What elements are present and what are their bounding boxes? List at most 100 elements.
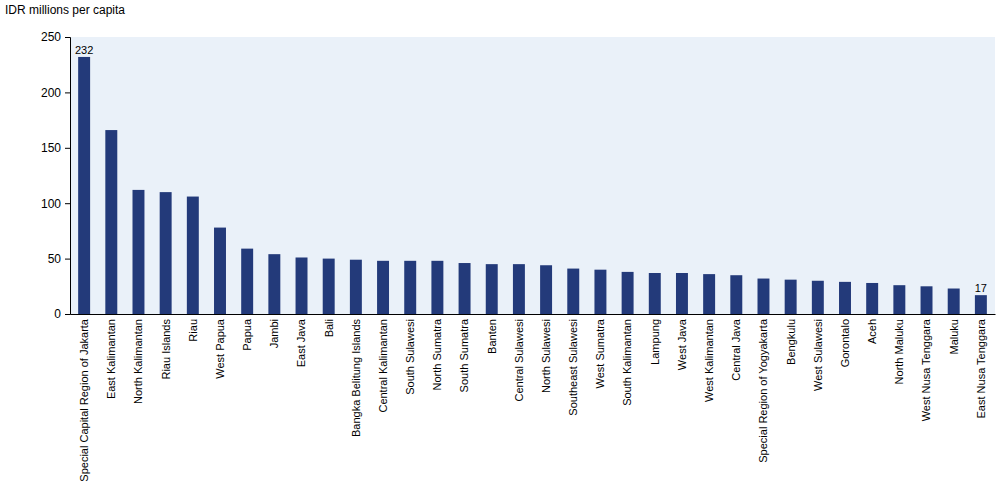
bar bbox=[459, 263, 471, 314]
x-axis: Special Capital Region of Jakarta East Ka… bbox=[71, 314, 996, 482]
x-tick: Southeast Sulawesi bbox=[567, 314, 579, 416]
y-tick-mark bbox=[65, 92, 70, 93]
y-tick: 100 bbox=[41, 197, 70, 211]
y-tick: 250 bbox=[41, 30, 70, 44]
bar bbox=[105, 130, 117, 314]
x-tick-label: Central Sulawesi bbox=[513, 319, 525, 402]
x-tick-label: Papua bbox=[241, 318, 253, 351]
x-tick-label: North Sumatra bbox=[431, 318, 443, 390]
x-tick-label: Central Kalimantan bbox=[377, 319, 389, 413]
x-tick: Aceh bbox=[866, 314, 878, 344]
x-tick: West Sulawesi bbox=[812, 314, 824, 391]
x-tick-label: Central Java bbox=[730, 318, 742, 381]
y-tick-label: 200 bbox=[41, 86, 61, 100]
x-tick-label: Lampung bbox=[649, 319, 661, 365]
x-tick-label: South Sumatra bbox=[458, 318, 470, 392]
x-tick-label: Gorontalo bbox=[839, 319, 851, 367]
x-tick-label: Aceh bbox=[866, 319, 878, 344]
x-tick-label: West Nusa Tenggara bbox=[920, 318, 932, 421]
bar bbox=[486, 264, 498, 314]
x-tick: West Kalimantan bbox=[703, 314, 715, 402]
bar bbox=[785, 280, 797, 314]
x-tick: North Sumatra bbox=[431, 314, 443, 391]
x-tick: North Kalimantan bbox=[132, 314, 144, 404]
bar bbox=[676, 273, 688, 314]
y-tick: 50 bbox=[48, 252, 70, 266]
bar bbox=[730, 275, 742, 314]
x-tick: West Nusa Tenggara bbox=[920, 314, 932, 421]
plot: 0 50 100 150 200 250 Special Capital Region of… bbox=[41, 30, 996, 481]
x-tick: Papua bbox=[241, 314, 253, 351]
bar bbox=[296, 257, 308, 314]
x-tick: Special Capital Region of Jakarta bbox=[78, 314, 90, 482]
bar bbox=[160, 192, 172, 314]
bar bbox=[703, 274, 715, 314]
y-tick-label: 250 bbox=[41, 30, 61, 44]
bar bbox=[540, 265, 552, 314]
x-tick-label: West Sulawesi bbox=[812, 319, 824, 391]
x-tick-label: Maluku bbox=[948, 319, 960, 354]
y-tick-mark bbox=[65, 259, 70, 260]
x-tick: East Java bbox=[295, 314, 307, 367]
x-tick-label: West Java bbox=[676, 318, 688, 370]
bar bbox=[323, 259, 335, 314]
x-tick-label: Jambi bbox=[268, 319, 280, 348]
bar bbox=[893, 285, 905, 314]
x-tick-label: West Papua bbox=[214, 318, 226, 379]
x-tick-label: Riau Islands bbox=[160, 319, 172, 380]
x-tick: South Sulawesi bbox=[404, 314, 416, 395]
x-tick-label: Riau bbox=[187, 319, 199, 342]
y-axis: 0 50 100 150 200 250 bbox=[41, 30, 71, 321]
bar bbox=[133, 190, 145, 314]
data-label: 232 bbox=[75, 44, 93, 56]
y-tick-mark bbox=[65, 203, 70, 204]
x-tick-label: Bangka Belitung Islands bbox=[350, 319, 362, 438]
bar bbox=[268, 254, 280, 314]
y-tick: 0 bbox=[54, 307, 70, 321]
y-tick-label: 150 bbox=[41, 141, 61, 155]
x-tick: Gorontalo bbox=[839, 314, 851, 367]
x-tick: Central Sulawesi bbox=[513, 314, 525, 402]
bar bbox=[377, 261, 389, 314]
x-tick: Bali bbox=[323, 314, 335, 337]
x-tick: Lampung bbox=[649, 314, 661, 365]
x-tick: Riau Islands bbox=[160, 314, 172, 380]
x-tick: North Sulawesi bbox=[540, 314, 552, 393]
x-tick-label: East Java bbox=[295, 318, 307, 367]
bar bbox=[214, 228, 226, 314]
data-labels: 23217 bbox=[75, 44, 987, 294]
bar bbox=[839, 282, 851, 314]
x-tick: Banten bbox=[486, 314, 498, 354]
y-tick-label: 0 bbox=[54, 307, 61, 321]
bar bbox=[567, 269, 579, 314]
x-tick: East Kalimantan bbox=[105, 314, 117, 399]
x-tick-label: Bali bbox=[323, 319, 335, 337]
chart: 0 50 100 150 200 250 Special Capital Region of… bbox=[0, 0, 1000, 483]
x-tick: Bengkulu bbox=[785, 314, 797, 365]
bar bbox=[187, 197, 199, 314]
x-tick: South Sumatra bbox=[458, 314, 470, 392]
y-tick-mark bbox=[65, 148, 70, 149]
x-tick: Riau bbox=[187, 314, 199, 342]
x-tick: Central Kalimantan bbox=[377, 314, 389, 413]
x-tick-label: West Kalimantan bbox=[703, 319, 715, 402]
x-tick: East Nusa Tenggara bbox=[975, 314, 987, 418]
bar bbox=[78, 57, 90, 314]
y-tick-label: 50 bbox=[48, 252, 62, 266]
bar bbox=[812, 281, 824, 314]
x-tick: West Java bbox=[676, 314, 688, 370]
bar bbox=[758, 279, 770, 314]
bar bbox=[948, 289, 960, 314]
x-tick-label: East Nusa Tenggara bbox=[975, 318, 987, 418]
y-tick-mark bbox=[65, 314, 70, 315]
bar bbox=[431, 261, 443, 314]
bar bbox=[921, 286, 933, 314]
y-tick-mark bbox=[65, 37, 70, 38]
x-tick: Special Region of Yogyakarta bbox=[757, 314, 769, 463]
x-tick-label: South Kalimantan bbox=[621, 319, 633, 406]
plot-background bbox=[70, 37, 995, 314]
x-tick: Central Java bbox=[730, 314, 742, 381]
x-tick-label: North Sulawesi bbox=[540, 319, 552, 393]
y-axis-line bbox=[65, 38, 71, 315]
bar bbox=[241, 249, 253, 314]
